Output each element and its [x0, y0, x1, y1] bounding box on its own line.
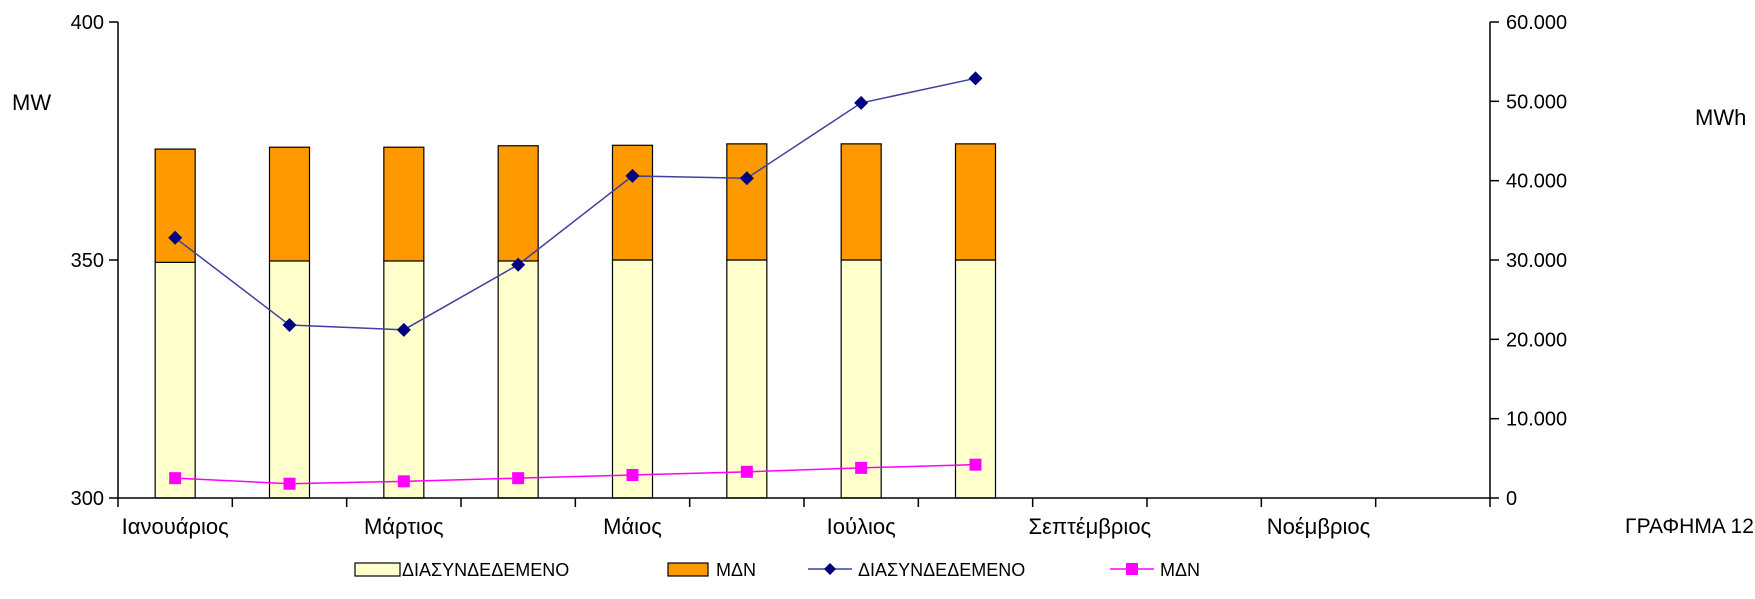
legend-marker-interconnected-line — [824, 563, 836, 575]
line-mdn — [175, 463, 976, 485]
point-interconnected — [625, 168, 640, 183]
legend-label-mdn-bar: ΜΔΝ — [716, 560, 756, 580]
bar-mdn — [726, 143, 768, 261]
right-tick-label: 50.000 — [1506, 91, 1567, 113]
x-tick-label: Ιανουάριος — [122, 514, 229, 539]
bar-interconnected — [497, 260, 539, 499]
figure-caption: ΓΡΑΦΗΜΑ 12 — [1625, 515, 1754, 538]
right-tick-label: 30.000 — [1506, 250, 1567, 272]
bar-interconnected — [611, 259, 654, 499]
legend-label-interconnected-bar: ΔΙΑΣΥΝΔΕΔΕΜΕΝΟ — [402, 560, 569, 580]
bar-interconnected — [954, 259, 997, 499]
legend-swatch-mdn-bar — [667, 562, 709, 577]
x-tick-label: Σεπτέμβριος — [1029, 514, 1152, 539]
left-axis-unit: MW — [12, 90, 52, 115]
bar-mdn — [611, 144, 654, 261]
point-interconnected — [854, 95, 869, 110]
right-tick-label: 60.000 — [1506, 12, 1567, 34]
bar-mdn — [154, 148, 196, 263]
legend-marker-mdn-line — [1126, 563, 1138, 575]
point-mdn — [512, 472, 525, 485]
left-tick-label: 400 — [71, 12, 104, 34]
bar-interconnected — [840, 259, 882, 499]
bar-interconnected — [726, 259, 768, 499]
x-tick-label: Ιούλιος — [827, 514, 896, 539]
bar-mdn — [383, 146, 425, 262]
right-tick-label: 20.000 — [1506, 329, 1567, 351]
right-axis-unit: MWh — [1695, 105, 1747, 130]
point-mdn — [969, 458, 982, 471]
line-interconnected — [174, 77, 976, 331]
bar-interconnected — [268, 260, 311, 499]
left-tick-label: 300 — [71, 488, 104, 510]
point-interconnected — [396, 322, 411, 337]
point-mdn — [626, 468, 639, 481]
bar-mdn — [268, 146, 311, 262]
right-tick-label: 40.000 — [1506, 171, 1567, 193]
right-tick-label: 0 — [1506, 488, 1517, 510]
point-mdn — [397, 475, 410, 488]
x-tick-label: Μάρτιος — [364, 514, 444, 539]
left-tick-label: 350 — [71, 250, 104, 272]
point-interconnected — [739, 171, 754, 186]
legend-swatch-interconnected-bar — [354, 562, 401, 577]
x-tick-label: Μάιος — [603, 514, 662, 539]
bar-mdn — [840, 143, 882, 261]
point-interconnected — [968, 71, 983, 86]
point-mdn — [169, 472, 182, 485]
point-interconnected — [282, 318, 297, 333]
point-interconnected — [168, 230, 183, 245]
bar-mdn — [954, 143, 997, 261]
point-mdn — [740, 465, 753, 478]
legend-label-interconnected-line: ΔΙΑΣΥΝΔΕΔΕΜΕΝΟ — [858, 560, 1025, 580]
point-interconnected — [511, 257, 526, 272]
bar-interconnected — [383, 260, 425, 499]
right-tick-label: 10.000 — [1506, 409, 1567, 431]
x-tick-label: Νοέμβριος — [1267, 514, 1371, 539]
legend-label-mdn-line: ΜΔΝ — [1160, 560, 1200, 580]
bar-mdn — [497, 145, 539, 262]
point-mdn — [283, 477, 296, 490]
point-mdn — [855, 461, 868, 474]
bar-interconnected — [154, 261, 196, 499]
